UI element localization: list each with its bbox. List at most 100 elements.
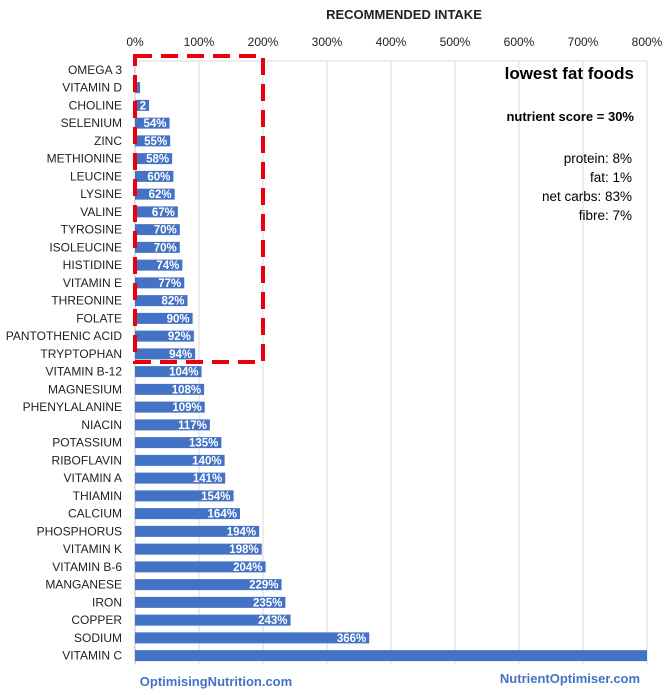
data-label: 154%: [201, 491, 230, 503]
data-label: 67%: [152, 207, 175, 219]
category-label: LYSINE: [80, 187, 122, 201]
bar: [135, 82, 141, 94]
x-tick-label: 800%: [632, 35, 663, 49]
data-label: 117%: [178, 420, 207, 432]
macro-fat: fat: 1%: [590, 170, 632, 185]
bar: [135, 401, 205, 413]
bar: [135, 579, 282, 591]
x-tick-label: 0%: [126, 35, 144, 49]
bar: [135, 383, 205, 395]
x-tick-label: 400%: [376, 35, 407, 49]
bar: [135, 632, 370, 644]
category-label: VITAMIN A: [64, 471, 122, 485]
data-label: 90%: [167, 313, 190, 325]
data-label: 109%: [172, 402, 201, 414]
category-label: FOLATE: [76, 311, 122, 325]
bar: [135, 366, 202, 378]
category-label: IRON: [92, 595, 122, 609]
data-label: 60%: [147, 171, 170, 183]
category-label: CALCIUM: [68, 507, 122, 521]
data-label: 55%: [144, 136, 167, 148]
x-tick-label: 200%: [248, 35, 279, 49]
category-label: SODIUM: [74, 631, 122, 645]
data-label: 82%: [161, 296, 184, 308]
category-label: METHIONINE: [47, 152, 122, 166]
category-label: VALINE: [80, 205, 122, 219]
bar: [135, 295, 188, 307]
data-label: 140%: [192, 455, 221, 467]
data-label: 229%: [249, 580, 278, 592]
bar: [135, 561, 266, 573]
category-label: VITAMIN B-6: [52, 560, 122, 574]
data-label: 62%: [149, 189, 172, 201]
macro-protein: protein: 8%: [564, 151, 632, 166]
category-label: MANGANESE: [45, 578, 122, 592]
data-label: 54%: [144, 118, 167, 130]
category-label: RIBOFLAVIN: [52, 453, 122, 467]
bar: [135, 543, 262, 555]
data-label: 198%: [229, 544, 258, 556]
category-labels: OMEGA 3 VITAMIN D CHOLINE SELENIUM ZINC METHI…: [6, 63, 123, 663]
category-label: VITAMIN D: [62, 81, 122, 95]
category-label: TYROSINE: [61, 223, 122, 237]
data-label: 135%: [189, 438, 218, 450]
bar: [135, 472, 226, 484]
category-label: THIAMIN: [73, 489, 122, 503]
data-label: 194%: [227, 526, 256, 538]
data-label: 92%: [168, 331, 191, 343]
bar: [135, 312, 193, 324]
bar: [135, 99, 150, 111]
bar: [135, 525, 260, 537]
category-label: PANTOTHENIC ACID: [6, 329, 123, 343]
bar: [135, 153, 173, 165]
category-label: PHENYLALANINE: [23, 400, 122, 414]
bars: [135, 82, 647, 662]
bar: [135, 437, 222, 449]
x-axis-ticks: 0% 100% 200% 300% 400% 500% 600% 700% 800%: [126, 35, 662, 49]
bar: [135, 454, 225, 466]
category-label: HISTIDINE: [63, 258, 122, 272]
axis-title: RECOMMENDED INTAKE: [326, 7, 482, 22]
category-label: VITAMIN K: [63, 542, 122, 556]
data-label: 141%: [193, 473, 222, 485]
bar: [135, 135, 171, 147]
nutrient-score: nutrient score = 30%: [506, 109, 634, 124]
category-label: OMEGA 3: [68, 63, 122, 77]
category-label: TRYPTOPHAN: [40, 347, 122, 361]
bar: [135, 330, 194, 342]
bar: [135, 490, 234, 502]
footer-optimising-nutrition: OptimisingNutrition.com: [140, 674, 292, 689]
data-label: 204%: [233, 562, 262, 574]
x-tick-label: 500%: [440, 35, 471, 49]
bar: [135, 277, 185, 289]
x-tick-label: 600%: [504, 35, 535, 49]
bar: [135, 508, 240, 520]
category-label: VITAMIN C: [62, 649, 122, 663]
category-label: POTASSIUM: [52, 436, 122, 450]
low-intake-highlight-box: [133, 54, 265, 364]
data-labels: 2 54% 55% 58% 60% 62% 67% 70% 70% 74% 77% 82% 90% 92%…: [140, 100, 367, 645]
category-label: VITAMIN E: [63, 276, 122, 290]
category-label: MAGNESIUM: [48, 382, 122, 396]
bar: [135, 188, 175, 200]
data-label: 77%: [158, 278, 181, 290]
bar: [135, 419, 210, 431]
annotation-title: lowest fat foods: [505, 64, 634, 83]
data-label: 243%: [258, 615, 287, 627]
category-label: CHOLINE: [69, 98, 122, 112]
category-label: COPPER: [71, 613, 122, 627]
data-label: 94%: [169, 349, 192, 361]
data-label: 108%: [172, 384, 201, 396]
category-label: ZINC: [94, 134, 122, 148]
data-label: 70%: [154, 225, 177, 237]
data-label: 104%: [169, 367, 198, 379]
category-label: NIACIN: [81, 418, 122, 432]
footer-nutrient-optimiser: NutrientOptimiser.com: [500, 671, 640, 686]
category-label: VITAMIN B-12: [46, 365, 123, 379]
bar: [135, 206, 178, 218]
bar: [135, 224, 180, 236]
x-tick-label: 100%: [184, 35, 215, 49]
category-label: PHOSPHORUS: [37, 524, 122, 538]
data-label: 2: [140, 100, 146, 112]
